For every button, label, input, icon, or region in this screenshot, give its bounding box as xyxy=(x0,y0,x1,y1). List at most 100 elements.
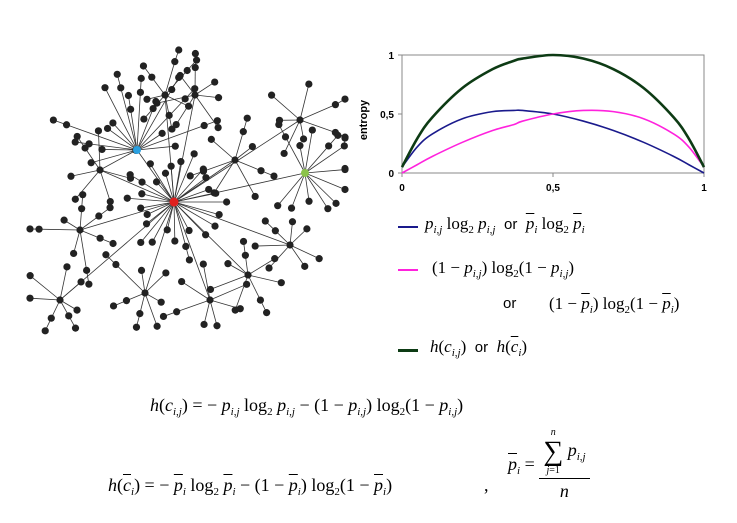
or-text: or xyxy=(503,295,517,312)
graph-node xyxy=(296,116,304,124)
graph-edge xyxy=(299,104,336,121)
graph-edge xyxy=(283,119,301,154)
graph-node xyxy=(127,105,135,113)
graph-edge xyxy=(234,146,253,161)
graph-edge xyxy=(120,87,138,151)
graph-node xyxy=(190,150,198,158)
graph-node xyxy=(256,296,265,304)
graph-edge xyxy=(164,61,176,96)
graph-node xyxy=(149,104,157,113)
graph-node xyxy=(213,322,221,330)
graph-edge xyxy=(151,76,166,96)
graph-edge xyxy=(209,283,247,301)
graph-node xyxy=(171,237,179,245)
graph-edge xyxy=(136,125,205,151)
graph-node xyxy=(158,129,166,137)
graph-edge xyxy=(112,122,138,151)
graph-node xyxy=(106,204,114,212)
graph-node xyxy=(85,280,93,288)
graph-edge xyxy=(140,201,175,243)
graph-node xyxy=(47,314,55,322)
graph-edge xyxy=(173,201,187,247)
graph-edge xyxy=(141,193,175,203)
graph-node xyxy=(248,142,257,151)
graph-node xyxy=(265,264,273,272)
graph-edge xyxy=(140,201,175,209)
graph-node xyxy=(167,162,175,170)
graph-edge xyxy=(255,244,291,247)
graph-edge xyxy=(59,281,82,301)
graph-node xyxy=(157,298,165,306)
graph-node xyxy=(199,167,208,175)
graph-node xyxy=(191,85,199,93)
graph-edge xyxy=(59,266,68,301)
graph-node xyxy=(299,135,308,143)
graph-node xyxy=(78,205,86,213)
graph-edge xyxy=(173,201,211,301)
graph-node xyxy=(140,115,148,123)
graph-edge xyxy=(194,81,215,96)
graph-edge xyxy=(202,263,211,301)
graph-edge xyxy=(304,172,346,190)
graph-node xyxy=(71,195,79,203)
graph-node xyxy=(152,178,161,186)
y-tick-label: 0,5 xyxy=(380,110,394,121)
graph-node xyxy=(136,88,145,96)
graph-edge xyxy=(127,197,175,203)
graph-node xyxy=(153,99,161,107)
graph-node xyxy=(153,322,161,330)
graph-node xyxy=(281,133,290,141)
graph-edge xyxy=(173,201,220,215)
graph-node xyxy=(231,306,239,314)
graph-edge xyxy=(304,130,313,174)
graph-node xyxy=(308,126,316,134)
graph-edge xyxy=(194,94,219,99)
graph-node xyxy=(341,164,349,173)
graph-node xyxy=(271,227,279,235)
graph-node xyxy=(94,127,103,135)
graph-edge xyxy=(136,98,186,151)
graph-node xyxy=(146,160,154,168)
graph-edge xyxy=(144,201,175,294)
y-tick-label: 1 xyxy=(388,51,394,62)
graph-node xyxy=(175,46,183,54)
graph-edge xyxy=(79,201,175,231)
graph-node xyxy=(60,216,68,224)
graph-edge xyxy=(173,201,249,276)
graph-edge xyxy=(173,94,196,203)
graph-edge xyxy=(166,201,175,230)
graph-edge xyxy=(209,299,218,326)
graph-node xyxy=(182,242,190,250)
y-axis-label: entropy xyxy=(358,99,370,140)
graph-node xyxy=(257,167,265,175)
graph-edge xyxy=(277,172,306,206)
graph-edge xyxy=(84,147,101,171)
graph-node xyxy=(63,263,71,271)
graph-node xyxy=(176,71,184,80)
graph-node xyxy=(73,132,81,141)
graph-edge xyxy=(304,145,329,174)
graph-node xyxy=(113,70,121,78)
graph-node xyxy=(26,225,34,233)
equation-h-ci: h(ci) = − pi log2 pi − (1 − pi) log2(1 −… xyxy=(108,475,393,498)
graph-node xyxy=(305,80,313,88)
graph-edge xyxy=(173,153,195,203)
graph-edge xyxy=(247,274,282,284)
graph-node xyxy=(205,185,213,194)
graph-edge xyxy=(304,172,329,209)
graph-node xyxy=(325,142,333,150)
graph-node xyxy=(71,138,79,146)
or-text: or xyxy=(474,339,489,356)
y-tick-label: 0 xyxy=(388,169,394,180)
graph-node xyxy=(137,74,145,82)
graph-edge xyxy=(147,201,175,215)
series-line-2 xyxy=(401,109,705,174)
graph-node xyxy=(280,149,288,158)
graph-edge xyxy=(181,281,211,301)
graph-node xyxy=(109,239,117,248)
graph-edge xyxy=(66,124,138,151)
graph-edge xyxy=(304,172,310,202)
graph-node xyxy=(73,306,81,314)
graph-node xyxy=(200,121,208,130)
graph-node xyxy=(239,128,247,136)
